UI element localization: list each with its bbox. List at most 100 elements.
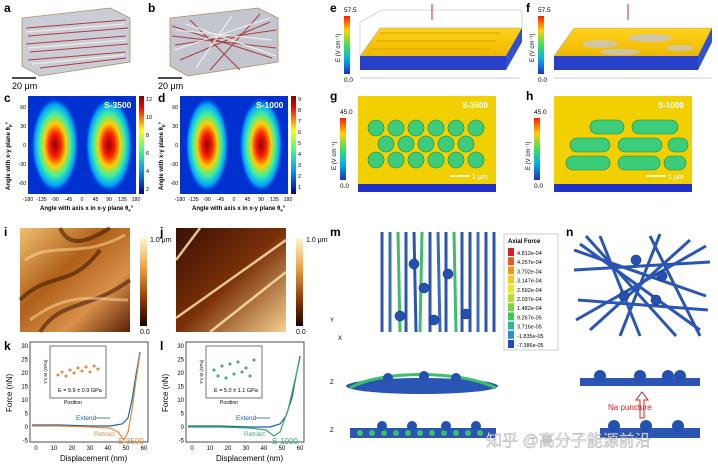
svg-text:135: 135 [270,197,279,203]
svg-text:20: 20 [69,446,76,452]
svg-text:40: 40 [105,446,112,452]
extend-curve-k [32,351,141,427]
svg-text:45: 45 [245,197,251,203]
axial-force-swatch [508,321,514,330]
axial-force-swatch [508,330,514,339]
xlabel-k: Displacement (nm) [60,454,127,463]
side-view-m [346,378,498,394]
panel-c: c S-3500 12 10 8 6 4 2 -180 -135 -90 -45… [4,91,152,213]
svg-text:-30: -30 [171,162,179,168]
axial-force-value: 2.037e-04 [517,297,542,303]
svg-text:20: 20 [21,371,28,377]
afm-colorbar-j [296,238,303,326]
plot-frame-l [185,341,305,443]
axial-force-swatch [508,340,514,348]
sample-label-k: S-3500 [118,437,144,446]
panel-label-b: b [148,1,155,15]
afm-max-i: 1.0 μm [150,237,172,244]
svg-text:10: 10 [146,115,152,121]
axes-label-m3: Z [330,428,334,434]
svg-text:0: 0 [233,197,236,203]
axial-force-swatch [508,257,514,266]
axial-force-swatch [508,312,514,321]
panel-label-a: a [4,1,11,15]
panel-b: b 20 μm [148,1,279,91]
colorbar-c [139,96,144,194]
panel-k: k 30 25 20 15 10 5 0 -5 0 10 20 30 40 50 60 Dis… [4,339,149,463]
svg-text:0: 0 [190,446,194,452]
svg-text:8: 8 [146,133,149,139]
svg-text:10: 10 [51,446,58,452]
svg-text:60: 60 [20,105,26,111]
panel-label-f: f [526,1,531,15]
svg-text:30: 30 [177,344,184,350]
extend-label-l: Extend [236,415,257,422]
panel-g: g 45.0 0.0 E (V cm⁻¹) S-3500 1 μm [330,89,496,192]
efield-min-f: 0.0 [538,77,547,84]
xlabel-l: Displacement (nm) [216,454,283,463]
inset-xlabel-l: Position [220,400,238,406]
afm-min-i: 0.0 [140,329,150,336]
xticks-c: -180 -135 -90 -45 0 45 90 135 180 [23,197,141,203]
na-spheres-n [618,254,668,306]
axes-label-m: Y [330,318,334,324]
svg-text:-90: -90 [203,197,211,203]
na-puncture-label: Na puncture [608,403,652,412]
panel-label-i: i [4,225,7,239]
axial-force-legend: Axial Force 4.812e-04 4.257e-04 3.702e-04 3… [503,233,559,351]
colorbar-d [291,96,296,194]
xticks-l: 0 10 20 30 40 50 60 [190,446,304,452]
svg-text:5: 5 [25,412,29,418]
svg-text:10: 10 [207,446,214,452]
colorbar-e [344,16,350,74]
ylabel-d: Angle with x-y plane θp° [159,121,166,190]
axial-force-value: 3.147e-04 [517,279,542,285]
svg-text:10: 10 [21,398,28,404]
axial-force-value: 4.257e-04 [517,260,542,266]
panel-l: l 30 25 20 15 10 5 0 -5 0 10 20 30 40 50 60 Dis… [160,339,305,463]
fiber-sections-g [367,119,485,169]
efield-label-h: E (V cm⁻¹) [526,142,532,171]
inset-points-k [56,364,100,378]
na-spheres-m [394,258,472,326]
svg-text:30: 30 [87,446,94,452]
svg-text:-45: -45 [65,197,73,203]
retract-label-k: Retract [94,431,115,438]
panel-label-n: n [566,225,573,239]
axial-force-swatch [508,284,514,293]
svg-text:0: 0 [181,425,185,431]
svg-text:-5: -5 [179,439,185,445]
svg-text:0: 0 [23,143,26,149]
svg-text:4: 4 [298,152,301,158]
svg-text:4: 4 [146,169,149,175]
ylabel-l: Force (nN) [161,373,170,412]
xticks-d: -180 -135 -90 -45 0 45 90 135 180 [175,197,293,203]
panel-label-l: l [160,339,163,353]
modulus-k: E = 9.9 ± 0.9 GPa [58,388,103,394]
panel-label-j: j [159,225,163,239]
svg-text:25: 25 [21,358,28,364]
axial-force-value: 9.267e-05 [517,315,542,321]
svg-text:6: 6 [146,151,149,157]
inset-k [49,345,107,399]
svg-text:0: 0 [25,425,29,431]
axial-force-value: 1.482e-04 [517,306,542,312]
yticks-d: 60 30 0 -30 -60 [171,105,179,187]
svg-text:7: 7 [298,119,301,125]
panel-n: n Na puncture [566,225,711,438]
retract-label-l: Retract [244,431,265,438]
svg-text:60: 60 [297,446,304,452]
axial-force-swatch [508,275,514,284]
svg-text:5: 5 [298,141,301,147]
svg-text:-45: -45 [217,197,225,203]
efield-max-g: 45.0 [340,109,353,116]
retract-curve-l [188,357,301,437]
svg-text:-60: -60 [19,181,27,187]
xticks-k: 0 10 20 30 40 50 60 [34,446,148,452]
afm-colorbar-i [140,238,147,326]
yticks-c: 60 30 0 -30 -60 [19,105,27,187]
axial-force-value: 2.592e-04 [517,288,542,294]
axial-force-swatch [508,294,514,302]
panel-h: h 45.0 0.0 E (V cm⁻¹) S-1000 1 μm [526,89,692,192]
inset-l [205,345,263,399]
